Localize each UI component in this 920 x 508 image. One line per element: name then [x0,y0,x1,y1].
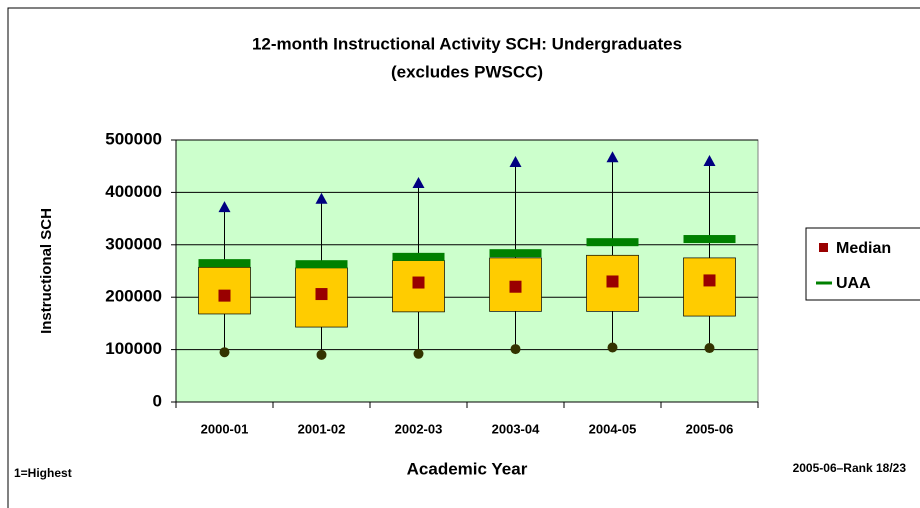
min-marker [510,344,521,355]
uaa-marker [392,252,445,261]
min-marker [704,343,715,354]
y-tick-label: 200000 [105,287,162,306]
y-tick-label: 100000 [105,339,162,358]
uaa-marker [683,235,736,244]
x-tick-label: 2000-01 [201,421,249,436]
min-marker [607,342,618,353]
box [683,257,736,317]
max-marker [606,151,619,163]
legend [805,227,920,301]
annotation: 1=Highest [14,466,72,480]
y-tick-label: 400000 [105,182,162,201]
legend-swatch [819,243,828,252]
max-marker [509,156,522,168]
chart-subtitle: (excludes PWSCC) [391,62,543,81]
min-marker [316,349,327,360]
max-marker [315,192,328,204]
annotation: 2005-06–Rank 18/23 [793,461,907,475]
uaa-marker [489,249,542,258]
y-tick-label: 300000 [105,234,162,253]
max-marker [218,201,231,213]
x-tick-label: 2002-03 [395,421,443,436]
max-marker [412,176,425,188]
x-axis-title: Academic Year [407,459,528,478]
median-marker [412,276,425,289]
plot-area [175,139,759,403]
legend-label: UAA [836,275,871,292]
y-tick-label: 0 [153,391,162,410]
x-tick-label: 2004-05 [589,421,637,436]
y-tick-label: 500000 [105,129,162,148]
median-marker [606,275,619,288]
uaa-marker [586,238,639,247]
legend-label: Median [836,240,891,257]
chart-title: 12-month Instructional Activity SCH: Und… [252,34,682,53]
median-marker [218,289,231,302]
x-tick-label: 2005-06 [686,421,734,436]
median-marker [509,280,522,293]
min-marker [219,347,230,358]
max-marker [703,154,716,166]
x-tick-label: 2001-02 [298,421,346,436]
y-axis-title: Instructional SCH [38,208,55,334]
median-marker [315,288,328,301]
uaa-marker [295,260,348,269]
median-marker [703,274,716,287]
min-marker [413,348,424,359]
x-tick-label: 2003-04 [492,421,540,436]
uaa-marker [198,259,251,268]
